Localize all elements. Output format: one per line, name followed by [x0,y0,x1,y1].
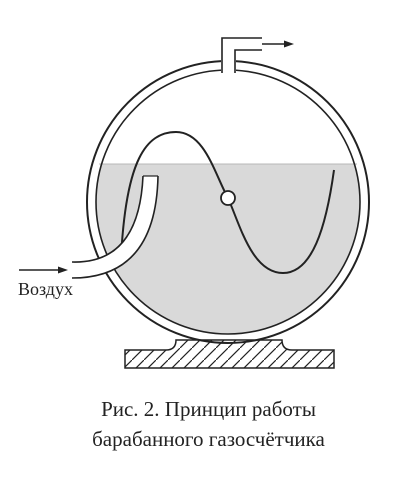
figure-caption-line2: барабанного газосчётчика [92,427,325,451]
outlet-pipe [221,37,262,74]
inlet-arrow [19,266,68,274]
drum-axle [220,190,236,206]
figure-caption-line1: Рис. 2. Принцип работы [101,397,316,421]
inlet-pipe [71,175,159,279]
air-label: Воздух [18,279,73,299]
outlet-arrow [262,40,294,48]
meter-stand [124,339,335,369]
